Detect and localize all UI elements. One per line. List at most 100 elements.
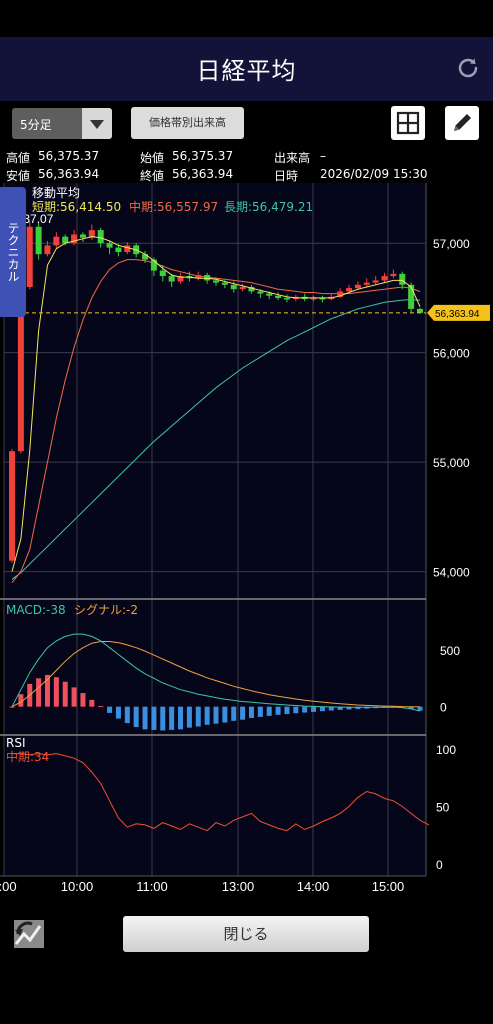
draw-button[interactable] [445, 106, 479, 140]
macd-histogram-bar [89, 699, 95, 707]
interval-select[interactable]: 5分足 [12, 108, 112, 139]
macd-histogram-bar [18, 694, 24, 707]
macd-legend: MACD:-38 [6, 603, 66, 617]
y-tick-label: 56,000 [433, 347, 470, 361]
candle [266, 293, 273, 296]
macd-histogram-bar [107, 706, 113, 713]
macd-histogram-bar [169, 706, 175, 730]
macd-histogram-bar [151, 706, 157, 730]
candle [213, 280, 219, 283]
macd-histogram-bar [319, 706, 325, 712]
candle [62, 236, 69, 244]
candle [35, 226, 42, 255]
macd-histogram-bar [80, 693, 86, 707]
candle [399, 273, 406, 285]
macd-histogram-bar [231, 706, 237, 721]
volume-value: – [320, 149, 326, 163]
x-tick-label: 13:00 [222, 879, 255, 894]
candle [337, 291, 344, 297]
candle [53, 236, 60, 246]
refresh-icon[interactable] [455, 55, 481, 81]
toolbar: 5分足 価格帯別出来高 [0, 101, 493, 147]
open-value: 56,375.37 [172, 149, 234, 163]
close-button[interactable]: 閉じる [123, 916, 369, 952]
macd-histogram-bar [311, 706, 317, 712]
rsi-y-tick-label: 50 [436, 801, 450, 815]
x-tick-label: 9:00 [0, 879, 17, 894]
macd-histogram-bar [195, 706, 201, 727]
y-tick-label: 57,000 [433, 237, 470, 251]
macd-histogram-bar [133, 706, 139, 728]
rsi-title: RSI [6, 736, 26, 750]
candle [283, 297, 290, 300]
x-tick-label: 14:00 [297, 879, 330, 894]
macd-histogram-bar [36, 678, 42, 707]
candle [363, 282, 370, 285]
macd-histogram-bar [257, 706, 263, 717]
ma-legend-entry: 中期:56,557.97 [129, 199, 218, 214]
macd-histogram-bar [293, 706, 299, 714]
macd-histogram-bar [417, 706, 423, 711]
close-value: 56,363.94 [172, 167, 234, 181]
macd-histogram-bar [124, 706, 130, 724]
candle [142, 254, 149, 260]
macd-line [11, 633, 421, 712]
candle [159, 270, 166, 277]
technical-side-tab[interactable]: テクニカル [0, 187, 26, 317]
candle [44, 245, 51, 255]
candle [17, 287, 24, 452]
datetime-label: 日時 [274, 169, 299, 183]
candle [221, 282, 228, 285]
macd-histogram-bar [337, 706, 343, 710]
technical-chart[interactable]: 9:00 10:00 11:00 13:00 14:00 15:00 57,000 56,00… [0, 183, 493, 894]
macd-histogram-bar [53, 677, 59, 707]
candle [106, 243, 113, 248]
macd-histogram-bar [142, 706, 148, 730]
candle [319, 297, 326, 300]
rsi-line [12, 753, 430, 832]
back-chart-icon[interactable] [12, 916, 47, 951]
layout-grid-button[interactable] [391, 106, 425, 140]
candle [390, 273, 397, 277]
candle [150, 259, 157, 271]
candle [124, 245, 131, 252]
last-price-tag [427, 304, 490, 321]
candle [275, 295, 282, 298]
short-ma-line [11, 236, 421, 572]
y-tick-label: 54,000 [433, 566, 470, 580]
ma-legend-entry: 短期:56,414.50 [32, 200, 121, 214]
high-value: 56,375.37 [38, 149, 100, 163]
x-tick-label: 11:00 [136, 879, 168, 894]
grid-icon [396, 111, 420, 135]
chevron-down-icon [82, 108, 112, 139]
candle [346, 288, 353, 292]
candle [88, 230, 95, 238]
macd-histogram-bar [186, 706, 192, 728]
rsi-legend: 中期:34 [6, 749, 49, 764]
macd-histogram-bar [355, 706, 361, 710]
candle [381, 276, 388, 281]
candle [239, 287, 246, 290]
x-tick-label: 15:00 [372, 879, 405, 894]
macd-y-tick-label: 500 [440, 644, 460, 658]
macd-histogram-bar [62, 681, 68, 707]
macd-histogram-bar [240, 706, 246, 720]
app-header: 日経平均 [0, 37, 493, 101]
price-band-volume-button[interactable]: 価格帯別出来高 [131, 107, 244, 139]
candle [310, 297, 317, 300]
candle [26, 226, 33, 287]
candle [354, 284, 361, 289]
macd-histogram-bar [328, 706, 334, 711]
signal-legend: シグナル:-2 [74, 603, 138, 617]
x-tick-label: 10:00 [61, 879, 94, 894]
bottom-bar: 閉じる [0, 894, 493, 1024]
interval-select-label: 5分足 [20, 118, 52, 132]
candle [204, 274, 211, 281]
low-value: 56,363.94 [38, 167, 100, 181]
signal-line [11, 641, 421, 708]
open-label: 始値 [140, 151, 165, 165]
plot-area [4, 183, 426, 876]
ma-legend-entry: 長期:56,479.21 [224, 200, 313, 214]
macd-histogram-bar [44, 674, 50, 707]
candle [168, 276, 175, 282]
